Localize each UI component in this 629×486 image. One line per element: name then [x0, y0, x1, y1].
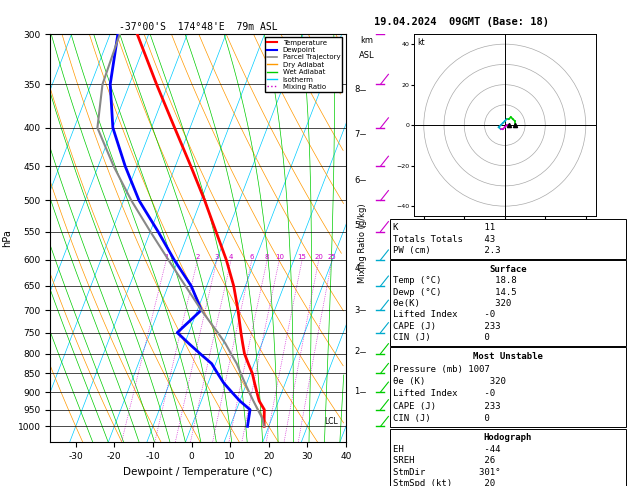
- Text: Most Unstable: Most Unstable: [473, 352, 543, 362]
- Text: 8: 8: [265, 254, 269, 260]
- Text: Lifted Index     -0: Lifted Index -0: [393, 389, 495, 399]
- Text: 4: 4: [354, 264, 360, 273]
- Text: 25: 25: [328, 254, 337, 260]
- X-axis label: Dewpoint / Temperature (°C): Dewpoint / Temperature (°C): [123, 467, 273, 477]
- Text: Surface: Surface: [489, 265, 526, 274]
- Text: 3: 3: [354, 306, 360, 314]
- Y-axis label: hPa: hPa: [2, 229, 12, 247]
- Text: StmSpd (kt)      20: StmSpd (kt) 20: [393, 479, 495, 486]
- Text: Hodograph: Hodograph: [484, 434, 532, 442]
- Text: CAPE (J)         233: CAPE (J) 233: [393, 322, 501, 331]
- Text: 5: 5: [354, 221, 360, 230]
- Text: LCL: LCL: [324, 417, 338, 426]
- Text: θe (K)            320: θe (K) 320: [393, 377, 506, 386]
- Text: 10: 10: [275, 254, 284, 260]
- Text: Pressure (mb) 1007: Pressure (mb) 1007: [393, 364, 490, 374]
- Text: PW (cm)          2.3: PW (cm) 2.3: [393, 246, 501, 256]
- Text: Mixing Ratio (g/kg): Mixing Ratio (g/kg): [359, 203, 367, 283]
- Text: CIN (J)          0: CIN (J) 0: [393, 414, 490, 423]
- Text: Lifted Index     -0: Lifted Index -0: [393, 311, 495, 319]
- Text: 7: 7: [354, 130, 360, 139]
- Text: CIN (J)          0: CIN (J) 0: [393, 333, 490, 342]
- Text: 15: 15: [298, 254, 306, 260]
- Text: StmDir          301°: StmDir 301°: [393, 468, 501, 477]
- Text: θe(K)              320: θe(K) 320: [393, 299, 511, 308]
- Text: 4: 4: [229, 254, 233, 260]
- Text: ASL: ASL: [359, 51, 374, 60]
- Text: Temp (°C)          18.8: Temp (°C) 18.8: [393, 277, 517, 285]
- Text: 1: 1: [164, 254, 169, 260]
- Text: 8: 8: [354, 85, 360, 94]
- Text: CAPE (J)         233: CAPE (J) 233: [393, 402, 501, 411]
- Text: 2: 2: [196, 254, 200, 260]
- Text: EH               -44: EH -44: [393, 445, 501, 454]
- Text: 1: 1: [354, 387, 360, 396]
- Text: SREH             26: SREH 26: [393, 456, 495, 465]
- Title: -37°00'S  174°48'E  79m ASL: -37°00'S 174°48'E 79m ASL: [119, 22, 277, 32]
- Text: 6: 6: [354, 176, 360, 185]
- Text: km: km: [360, 35, 373, 45]
- Text: 6: 6: [250, 254, 254, 260]
- Text: Totals Totals    43: Totals Totals 43: [393, 235, 495, 244]
- Legend: Temperature, Dewpoint, Parcel Trajectory, Dry Adiabat, Wet Adiabat, Isotherm, Mi: Temperature, Dewpoint, Parcel Trajectory…: [265, 37, 342, 92]
- Text: K                11: K 11: [393, 224, 495, 232]
- Text: 3: 3: [214, 254, 219, 260]
- Text: 2: 2: [354, 347, 360, 356]
- Text: kt: kt: [418, 38, 425, 47]
- Text: 20: 20: [314, 254, 323, 260]
- Text: Dewp (°C)          14.5: Dewp (°C) 14.5: [393, 288, 517, 297]
- Text: 19.04.2024  09GMT (Base: 18): 19.04.2024 09GMT (Base: 18): [374, 17, 549, 27]
